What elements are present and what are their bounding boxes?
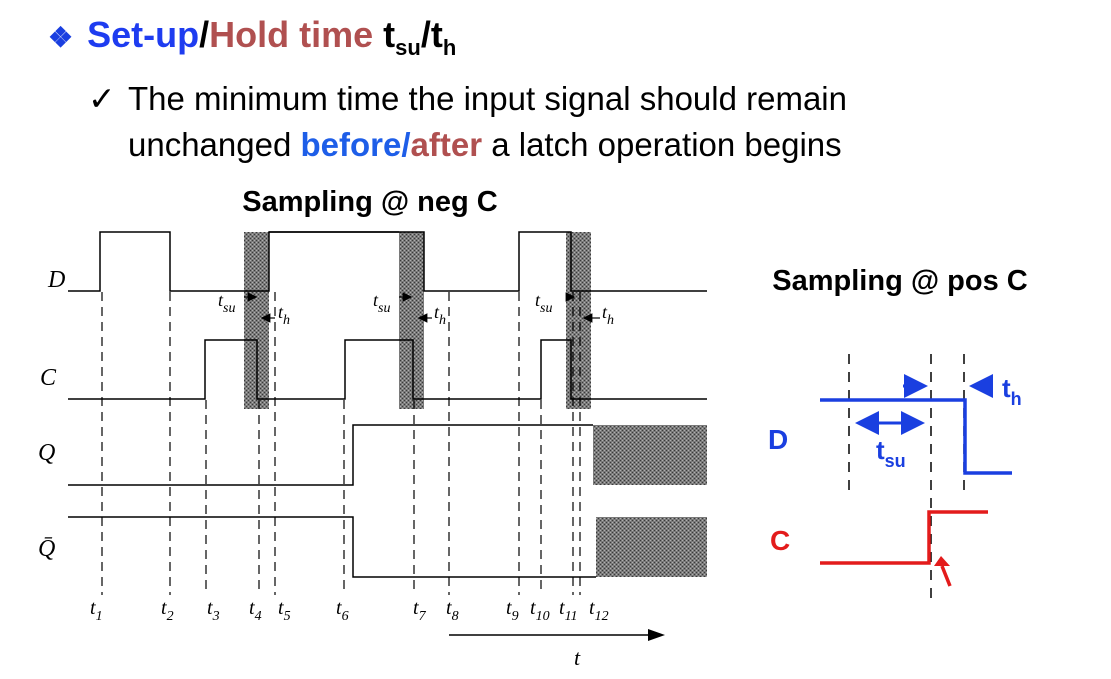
time-labels: t1 <box>90 597 103 624</box>
title-setup: Set-up <box>87 14 200 55</box>
word-after: after <box>410 126 483 163</box>
right-wave-c <box>820 510 988 565</box>
time-marker-lines <box>101 292 581 595</box>
left-caption: Sampling @ neg C <box>242 186 498 218</box>
time-axis-label: t <box>574 645 581 670</box>
tsu-label-3: tsu <box>535 290 552 316</box>
title-slash-t: /t <box>420 14 443 55</box>
definition-bullet: ✓ The minimum time the input signal shoul… <box>88 76 847 168</box>
t9-label: t9 <box>506 597 519 624</box>
t10-label: t10 <box>530 597 550 624</box>
right-caption: Sampling @ pos C <box>772 265 1028 297</box>
window-2 <box>399 232 424 409</box>
right-th-label: th <box>1002 373 1022 409</box>
right-label-d: D <box>768 424 788 455</box>
signal-label-qbar: Q̄ <box>38 536 55 562</box>
window-3 <box>566 232 591 409</box>
right-wave-d <box>820 398 1012 475</box>
wave-d <box>68 231 707 292</box>
title-su-sub: su <box>395 35 421 60</box>
q-undefined <box>593 425 707 485</box>
th-label-2: th <box>434 302 446 328</box>
t12-label: t12 <box>589 597 609 624</box>
t4-label: t4 <box>249 597 262 624</box>
t1-label: t1 <box>90 597 103 624</box>
bullet-text-post: a latch operation begins <box>482 126 842 163</box>
t7-label: t7 <box>413 597 427 624</box>
t8-label: t8 <box>446 597 459 624</box>
word-before: before <box>300 126 402 163</box>
bullet-text-pre: unchanged <box>128 126 301 163</box>
t11-label: t11 <box>559 597 578 624</box>
wave-c <box>68 339 707 400</box>
wave-q <box>68 424 593 486</box>
t2-label: t2 <box>161 597 174 624</box>
tsu-label-2: tsu <box>373 290 390 316</box>
t6-label: t6 <box>336 597 349 624</box>
edge-pointer-arrow <box>940 565 952 587</box>
tsu-th-annotations: tsu th tsu th tsu th <box>218 290 614 328</box>
t5-label: t5 <box>278 597 291 624</box>
title-h-sub: h <box>442 35 457 60</box>
th-label-3: th <box>602 302 614 328</box>
bullet-line2: unchanged before/after a latch operation… <box>88 122 847 168</box>
diamond-star-icon: ❖ <box>48 22 74 53</box>
title-slash: / <box>199 14 210 55</box>
title-hold: Hold time <box>209 14 374 55</box>
t3-label: t3 <box>207 597 220 624</box>
word-slash: / <box>401 126 411 163</box>
check-icon: ✓ <box>88 80 116 117</box>
tsu-label-1: tsu <box>218 290 235 316</box>
signal-label-q: Q <box>38 440 55 466</box>
time-axis-arrowhead <box>648 629 665 641</box>
slide-title: ❖ Set-up/Hold time tsu/th <box>48 14 456 61</box>
signal-label-c: C <box>40 365 57 391</box>
right-tsu-label: tsu <box>876 435 906 471</box>
bullet-line1: The minimum time the input signal should… <box>128 80 847 117</box>
signal-label-d: D <box>47 267 65 293</box>
th-label-1: th <box>278 302 290 328</box>
wave-qbar <box>68 516 596 578</box>
title-t: t <box>373 14 396 55</box>
edge-pointer-arrowhead <box>934 556 950 566</box>
right-label-c: C <box>770 525 790 556</box>
qbar-undefined <box>596 517 707 577</box>
